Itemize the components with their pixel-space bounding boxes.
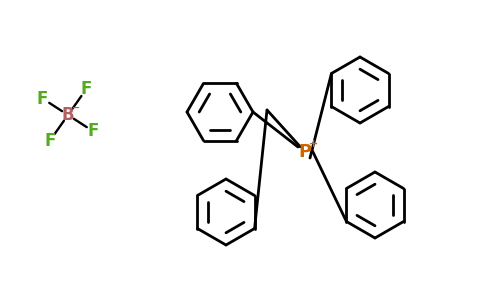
Text: +: + — [309, 139, 318, 149]
Text: F: F — [88, 122, 99, 140]
Text: B: B — [61, 106, 75, 124]
Text: P: P — [299, 143, 312, 161]
Text: F: F — [37, 89, 48, 107]
Text: F: F — [45, 131, 56, 149]
Text: F: F — [80, 80, 91, 98]
Text: −: − — [72, 103, 80, 113]
